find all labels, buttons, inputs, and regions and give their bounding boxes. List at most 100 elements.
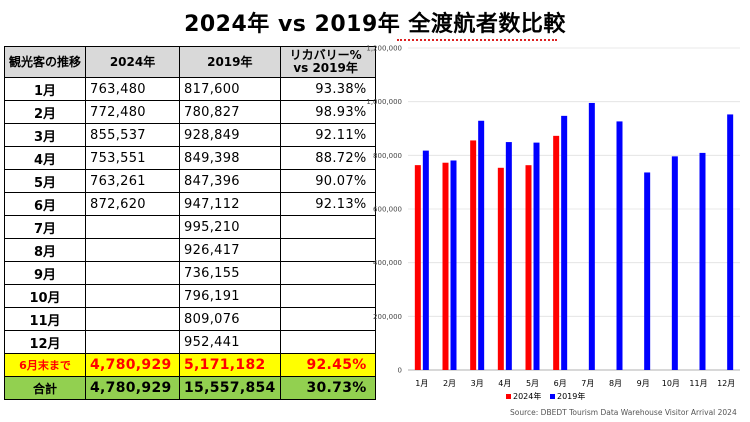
x-tick-label: 11月 [689, 379, 707, 388]
bar-2024年 [470, 140, 477, 370]
y-tick-label: 400,000 [373, 259, 402, 267]
value-2024-cell: 872,620 [85, 192, 181, 216]
table-row: 5月 763,261 847,396 90.07% [3, 169, 376, 193]
recovery-cell [279, 284, 376, 308]
value-2019-cell: 736,155 [179, 261, 281, 285]
value-2024-cell [85, 261, 181, 285]
recovery-cell: 92.13% [279, 192, 376, 216]
value-2024-cell: 763,480 [85, 77, 181, 101]
value-2024-cell: 855,537 [85, 123, 181, 147]
value-2019-cell: 947,112 [179, 192, 281, 216]
bar-2019年 [478, 120, 485, 370]
value-2019-cell: 817,600 [179, 77, 281, 101]
total-row: 合計 4,780,929 15,557,854 30.73% [3, 376, 376, 400]
title-underline [397, 36, 557, 41]
bar-2019年 [727, 114, 734, 370]
month-cell: 6月末まで [3, 353, 87, 377]
value-2019-cell: 952,441 [179, 330, 281, 354]
value-2024-cell: 772,480 [85, 100, 181, 124]
value-2019-cell: 847,396 [179, 169, 281, 193]
value-2024-cell: 763,261 [85, 169, 181, 193]
table-row: 11月 809,076 [3, 307, 376, 331]
legend-label: 2024年 [513, 391, 541, 401]
recovery-cell: 93.38% [279, 77, 376, 101]
legend-swatch [550, 394, 555, 399]
recovery-cell: 90.07% [279, 169, 376, 193]
chart-grid [408, 47, 740, 371]
ytd-row: 6月末まで 4,780,929 5,171,182 92.45% [3, 353, 376, 377]
header-2024: 2024年 [85, 46, 181, 78]
month-cell: 5月 [3, 169, 87, 193]
table-row: 1月 763,480 817,600 93.38% [3, 77, 376, 101]
x-axis-ticks: 1月 2月 3月 4月 5月 6月 7月 8月 9月 10月 11月 12月 [415, 379, 735, 388]
table-row: 12月 952,441 [3, 330, 376, 354]
recovery-cell: 30.73% [279, 376, 376, 400]
recovery-cell [279, 330, 376, 354]
recovery-cell: 92.11% [279, 123, 376, 147]
value-2019-cell: 780,827 [179, 100, 281, 124]
month-cell: 6月 [3, 192, 87, 216]
x-tick-label: 1月 [415, 379, 428, 388]
y-tick-label: 200,000 [373, 313, 402, 321]
legend-swatch [506, 394, 511, 399]
month-cell: 1月 [3, 77, 87, 101]
table-row: 9月 736,155 [3, 261, 376, 285]
bar-chart: 0 200,000 400,000 600,000 800,000 1,000,000 1,… [366, 45, 740, 401]
table-row: 3月 855,537 928,849 92.11% [3, 123, 376, 147]
value-2019-cell: 926,417 [179, 238, 281, 262]
table-row: 7月 995,210 [3, 215, 376, 239]
chart-legend: 2024年 2019年 [506, 391, 585, 401]
bar-2019年 [699, 152, 706, 370]
y-tick-label: 600,000 [373, 206, 402, 214]
bar-2024年 [497, 167, 504, 370]
value-2019-cell: 809,076 [179, 307, 281, 331]
recovery-cell: 92.45% [279, 353, 376, 377]
value-2024-cell [85, 238, 181, 262]
y-tick-label: 1,200,000 [366, 45, 402, 53]
bar-2019年 [422, 150, 429, 370]
month-cell: 3月 [3, 123, 87, 147]
bar-2019年 [561, 115, 568, 370]
value-2024-cell [85, 215, 181, 239]
x-tick-label: 7月 [581, 379, 594, 388]
value-2019-cell: 15,557,854 [179, 376, 281, 400]
table-row: 10月 796,191 [3, 284, 376, 308]
table-row: 6月 872,620 947,112 92.13% [3, 192, 376, 216]
recovery-cell: 98.93% [279, 100, 376, 124]
x-tick-label: 3月 [471, 379, 484, 388]
x-tick-label: 5月 [526, 379, 539, 388]
month-cell: 12月 [3, 330, 87, 354]
header-category: 観光客の推移 [3, 46, 87, 78]
x-tick-label: 8月 [609, 379, 622, 388]
month-cell: 10月 [3, 284, 87, 308]
page-title: 2024年 vs 2019年 全渡航者数比較 [184, 12, 566, 37]
value-2024-cell: 753,551 [85, 146, 181, 170]
header-2019: 2019年 [179, 46, 281, 78]
value-2019-cell: 995,210 [179, 215, 281, 239]
y-tick-label: 1,000,000 [366, 98, 402, 106]
bar-2024年 [442, 162, 449, 370]
table-row: 4月 753,551 849,398 88.72% [3, 146, 376, 170]
bar-2019年 [450, 160, 457, 370]
source-note: Source: DBEDT Tourism Data Warehouse Vis… [510, 408, 737, 417]
month-cell: 合計 [3, 376, 87, 400]
visitor-table: 観光客の推移 2024年 2019年 リカバリー% vs 2019年 1月 763,… [3, 46, 376, 400]
value-2024-cell: 4,780,929 [85, 353, 181, 377]
y-axis-ticks: 0 200,000 400,000 600,000 800,000 1,000,000 1,… [366, 45, 402, 375]
value-2019-cell: 849,398 [179, 146, 281, 170]
bar-2024年 [525, 165, 532, 370]
bar-2019年 [588, 102, 595, 371]
x-tick-label: 6月 [554, 379, 567, 388]
table-row: 2月 772,480 780,827 98.93% [3, 100, 376, 124]
value-2019-cell: 5,171,182 [179, 353, 281, 377]
value-2024-cell: 4,780,929 [85, 376, 181, 400]
header-recovery: リカバリー% vs 2019年 [279, 46, 376, 78]
recovery-cell: 88.72% [279, 146, 376, 170]
value-2024-cell [85, 307, 181, 331]
month-cell: 8月 [3, 238, 87, 262]
month-cell: 11月 [3, 307, 87, 331]
table-body: 1月 763,480 817,600 93.38% 2月 772,480 780,827 98… [3, 77, 376, 400]
value-2019-cell: 796,191 [179, 284, 281, 308]
bar-2019年 [616, 121, 623, 370]
table-row: 8月 926,417 [3, 238, 376, 262]
